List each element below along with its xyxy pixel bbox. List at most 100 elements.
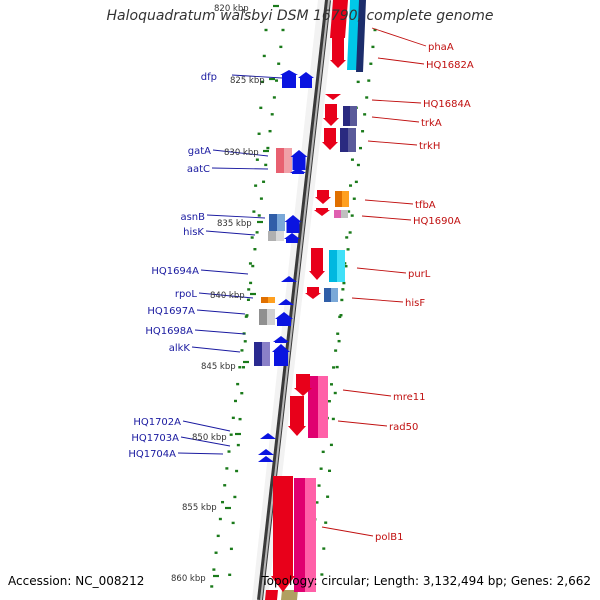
gene-block — [343, 106, 357, 126]
gene-arrow-HQ1704A — [258, 456, 274, 462]
leader-line — [212, 149, 269, 157]
gene-arrow — [298, 72, 314, 88]
gene-arrow-HQ1702A — [260, 433, 276, 439]
gene-arrow-HQ1703A — [258, 449, 274, 455]
ruler-label: 830 kbp — [224, 148, 259, 158]
leader-line — [337, 420, 388, 427]
gene-label-left: hisK — [183, 227, 204, 238]
leader-line — [356, 267, 407, 274]
backbone-highlight — [260, 0, 330, 600]
gene-label-left: HQ1704A — [128, 449, 176, 460]
leader-line — [377, 57, 425, 65]
gene-arrow-HQ1694A — [281, 276, 297, 282]
leader-line — [205, 230, 256, 236]
ruler-label: 855 kbp — [182, 503, 217, 513]
gene-block-asnB — [269, 214, 285, 231]
leader-line — [364, 199, 414, 205]
ruler-label: 860 kbp — [171, 574, 206, 584]
feature-block — [281, 590, 298, 600]
genome-title: Haloquadratum walsbyi DSM 16790, complet… — [106, 8, 494, 24]
gene-label-left: rpoL — [175, 289, 198, 300]
gene-arrow — [278, 299, 294, 305]
gene-arrow-purL — [309, 248, 325, 280]
gene-arrow-trkA — [323, 104, 339, 126]
label-leader-lines — [177, 4, 427, 578]
leader-line — [361, 215, 412, 221]
gene-label-left: aatC — [187, 164, 210, 175]
gene-label-right: HQ1682A — [426, 60, 474, 71]
feature-block — [347, 0, 360, 70]
accession-label: Accession: NC_008212 — [8, 574, 145, 588]
gene-label-left: alkK — [169, 343, 191, 354]
ruler-label: 845 kbp — [201, 362, 236, 372]
feature-block — [330, 0, 348, 38]
ruler-label: 850 kbp — [192, 433, 227, 443]
ruler-label: 840 kbp — [210, 291, 245, 301]
gene-arrow-dfp — [280, 70, 298, 88]
leader-line — [367, 140, 418, 146]
gene-block — [340, 128, 356, 152]
leader-line — [182, 420, 231, 432]
leader-line — [196, 309, 246, 315]
gene-label-left: asnB — [180, 212, 205, 223]
ruler-label: 820 kbp — [214, 4, 249, 14]
gene-block — [329, 250, 345, 282]
leader-line — [342, 389, 392, 397]
leader-line — [180, 436, 231, 447]
gene-label-right: HQ1684A — [423, 99, 471, 110]
gene-block-HQ1697A — [259, 309, 275, 325]
gene-block — [334, 210, 348, 218]
gene-block-gatA — [276, 148, 292, 173]
gene-arrow-HQ1698A — [275, 312, 293, 326]
leader-line — [191, 346, 241, 353]
gene-arrow-mre11 — [294, 374, 312, 396]
gene-label-left: HQ1697A — [147, 306, 195, 317]
gene-arrow — [284, 233, 300, 243]
gene-arrow-HQ1690A — [314, 208, 330, 216]
leader-line — [371, 99, 422, 104]
gene-label-right: trkA — [421, 118, 442, 129]
gene-arrow-trkH — [322, 128, 338, 150]
gene-arrow-polB1 — [271, 476, 295, 592]
gene-arrow-hisF — [305, 287, 321, 299]
gene-block — [308, 376, 328, 438]
ruler-label: 825 kbp — [230, 76, 265, 86]
topology-label: Topology: circular; Length: 3,132,494 bp… — [261, 574, 591, 588]
gene-arrow-phaA — [330, 38, 346, 68]
leader-line — [231, 74, 283, 79]
gene-arrow-HQ1684A — [325, 94, 341, 100]
leader-line — [211, 167, 269, 170]
gene-label-right: mre11 — [393, 392, 426, 403]
gene-label-right: purL — [408, 269, 431, 280]
feature-block — [356, 0, 366, 72]
leader-line — [200, 269, 249, 275]
gene-label-left: gatA — [188, 146, 211, 157]
gene-label-right: polB1 — [375, 532, 403, 543]
gene-label-left: dfp — [201, 72, 217, 83]
gene-block — [324, 288, 338, 302]
leader-line — [371, 27, 427, 47]
gene-label-left: HQ1702A — [133, 417, 181, 428]
gene-arrow-tfbA — [315, 190, 331, 204]
labels: 820 kbp 825 kbp 830 kbp 835 kbp 840 kbp 845 k… — [128, 4, 474, 584]
gene-block — [335, 191, 349, 207]
gene-label-right: tfbA — [415, 200, 436, 211]
gene-arrow-aatC — [290, 150, 308, 170]
genome-backbone — [257, 0, 331, 600]
ruler-label: 835 kbp — [217, 219, 252, 229]
gene-arrow-hisK — [284, 215, 302, 233]
gene-block-rpoL — [261, 297, 275, 303]
gene-label-right: rad50 — [389, 422, 418, 433]
leader-line — [351, 297, 404, 303]
gene-arrow-rad50 — [288, 396, 306, 436]
leader-line — [198, 292, 254, 299]
dotted-guide-tracks — [210, 28, 377, 589]
gene-label-right: trkH — [419, 141, 440, 152]
gene-arrow — [272, 344, 290, 366]
leader-line — [206, 214, 266, 219]
gene-arrow — [290, 168, 306, 174]
leader-line — [177, 452, 224, 455]
gene-label-right: HQ1690A — [413, 216, 461, 227]
